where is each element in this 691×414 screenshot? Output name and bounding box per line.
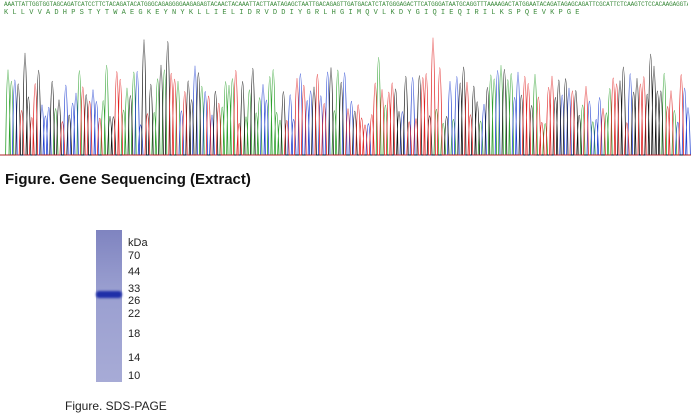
unit-label: kDa — [128, 237, 148, 249]
marker-label: 26 — [128, 295, 141, 307]
residues: K L L V V A D H P S T Y T W A E G K E Y … — [4, 9, 580, 17]
marker-label: 22 — [128, 308, 141, 320]
base-calls: AAATTATTGGTGGTAGCAGATCATCCTTCTACAGATACAT… — [4, 1, 688, 8]
trace — [0, 37, 691, 156]
marker-label: 10 — [128, 370, 141, 382]
caption: Figure. Gene Sequencing (Extract) — [5, 171, 251, 188]
marker-label: 14 — [128, 352, 141, 364]
trace — [0, 39, 691, 156]
protein-band — [96, 291, 122, 298]
marker-label: 44 — [128, 266, 141, 278]
marker-label: 18 — [128, 328, 141, 340]
gel-lane — [96, 230, 122, 382]
marker-label: 70 — [128, 250, 141, 262]
marker-label: 33 — [128, 283, 141, 295]
trace — [0, 57, 691, 156]
caption: Figure. SDS-PAGE — [65, 399, 167, 413]
chromatogram — [0, 37, 691, 156]
